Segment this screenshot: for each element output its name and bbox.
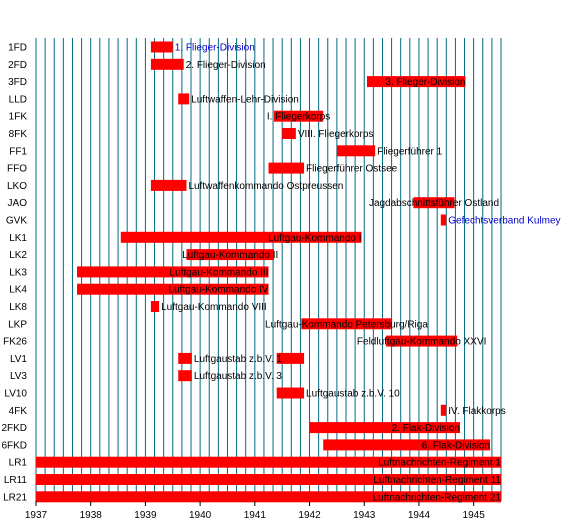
bar-label: Luftwaffen-Lehr-Division [191,94,299,105]
row-label: LK1 [9,233,27,244]
bar-label: Luftgaustab z.b.V. 3 [194,371,282,382]
bar-label: Luftgau-Kommando III [170,267,269,278]
row-label: FFO [7,164,27,175]
bar-label: Feldluftgau-Kommando XXVI [357,337,487,348]
row-label: 1FD [8,43,27,54]
bar-label: Luftgau-Kommando Petersburg/Riga [265,319,428,330]
timeline-bar [150,179,187,191]
row-label: 3FD [8,77,27,88]
row-label: 6FKD [1,440,27,451]
row-label: FK26 [3,337,27,348]
bar-label: Luftnachrichten-Regiment 21 [373,492,502,503]
timeline-bar [178,352,192,364]
row-label: LR1 [9,458,28,469]
bar-label: Fliegerführer Ostsee [306,164,398,175]
bar-label: Luftgaustab z.b.V. 10 [306,389,400,400]
bar-label: 3. Flieger-Division [385,77,465,88]
x-tick-label: 1943 [353,510,376,520]
row-label: LK4 [9,285,27,296]
row-label: LV10 [4,389,27,400]
timeline-bar [440,214,447,226]
timeline-bar [276,352,305,364]
x-tick-label: 1938 [80,510,103,520]
row-label: LV3 [10,371,27,382]
timeline-bar [273,110,324,122]
bar-label: Jagdabschnittsführer Ostland [369,198,499,209]
timeline-bar [36,474,501,485]
row-label: 1FK [9,112,28,123]
bar-label: 2. Flieger-Division [186,60,266,71]
bar-label: VIII. Fliegerkorps [298,129,374,140]
x-tick-label: 1942 [298,510,321,520]
row-label: LK8 [9,302,27,313]
bar-label: 6. Flak-Division [422,440,490,451]
bar-labels: 1. Flieger-Division 2. Flieger-Division 3.… [161,43,560,504]
row-label: LV1 [10,354,27,365]
bar-label: Luftgau-Kommando VIII [161,302,267,313]
x-tick-label: 1937 [25,510,48,520]
x-tick-label: 1945 [463,510,486,520]
timeline-bar [150,41,173,53]
row-label: LKP [8,319,27,330]
bar-label: I. Fliegerkorps [267,112,330,123]
timeline-bar [301,318,392,330]
row-label: 2FD [8,60,27,71]
timeline-bar [282,128,296,139]
row-label: LR21 [3,492,27,503]
row-label: LK2 [9,250,27,261]
timeline-bar [178,370,192,382]
timeline-bar [77,266,269,278]
timeline-bar [440,404,447,416]
row-label: LLD [9,94,27,105]
timeline-bar [120,231,362,243]
x-tick-label: 1941 [244,510,267,520]
timeline-bar [386,335,458,347]
timeline-bar [150,58,184,70]
timeline-bar [77,283,269,295]
row-label: 4FK [9,406,28,417]
timeline-bar [366,76,466,88]
x-tick-label: 1939 [134,510,157,520]
timeline-bar [150,301,160,312]
timeline-bar [336,145,376,157]
timeline-bar [268,162,305,174]
row-label: LKO [7,181,27,192]
x-tick-label: 1944 [408,510,431,520]
timeline-bar [36,491,501,503]
row-label: FF1 [9,146,27,157]
x-tick-label: 1940 [189,510,212,520]
row-label: GVK [6,216,27,227]
bar-label: Luftnachrichten-Regiment 1 [378,458,501,469]
row-label: JAO [8,198,28,209]
bar-label[interactable]: Gefechtsverband Kulmey [448,216,560,227]
bar-label: 2. Flak-Division [392,423,460,434]
bars [36,41,501,503]
timeline-bar [36,456,501,468]
timeline-bar [309,422,460,434]
bar-label: IV. Flakkorps [448,406,505,417]
row-label: 8FK [9,129,28,140]
bar-label: Luftgau-Kommando IV [168,285,268,296]
timeline-bar [178,93,190,105]
bar-label[interactable]: 1. Flieger-Division [175,43,255,54]
bar-label: Fliegerführer 1 [377,146,442,157]
bar-label: Luftwaffenkommando Ostpreussen [188,181,343,192]
bar-label: Luftgau-Kommando I [268,233,361,244]
timeline-bar [323,439,491,451]
row-labels: 1FD 2FD 3FD LLD 1FK 8FK FF1 FFO LKO JAO GVK LK1 LK2 L… [1,43,27,504]
timeline-bar [276,387,305,399]
row-label: 2FKD [1,423,27,434]
timeline-bar [186,249,274,261]
row-label: LR11 [4,475,28,486]
bar-label: Luftnachrichten-Regiment 11 [373,475,501,486]
x-axis: 1937 1938 1939 1940 1941 1942 1943 1944 1945 [25,501,485,520]
bar-label: Luftgaustab z.b.V. 1 [194,354,282,365]
timeline-bar [413,197,455,209]
row-label: LK3 [9,267,27,278]
bar-label: Luftgau-Kommando II [182,250,278,261]
